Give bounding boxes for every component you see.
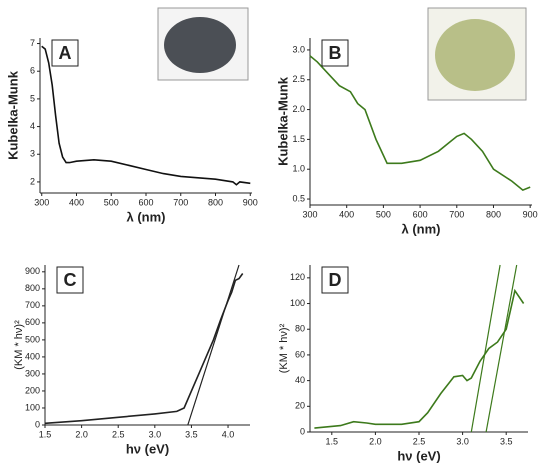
y-tick-label: 1.5 [292,134,305,144]
y-tick-label: 2 [30,176,35,186]
y-tick-label: 700 [25,300,40,310]
inset-sample [435,19,515,91]
x-tick-label: 500 [376,209,391,219]
y-tick-label: 600 [25,317,40,327]
x-tick-label: 1.5 [39,429,52,439]
x-tick-label: 2.5 [413,436,426,446]
x-tick-label: 400 [339,209,354,219]
panel-tag: A [59,43,72,63]
x-tick-label: 3.0 [456,436,469,446]
x-tick-label: 3.5 [185,429,198,439]
data-line [314,288,525,429]
panel-tag: D [329,270,342,290]
x-tick-label: 800 [208,197,223,207]
x-tick-label: 3.0 [149,429,162,439]
x-tick-label: 2.5 [112,429,125,439]
x-tick-label: 700 [449,209,464,219]
x-tick-label: 500 [104,197,119,207]
y-tick-label: 0 [300,426,305,436]
y-axis-label: (KM * hν)² [13,320,25,370]
x-tick-label: 1.5 [326,436,339,446]
y-tick-label: 2.5 [292,74,305,84]
y-axis-label: Kubelka-Munk [275,76,290,166]
y-tick-label: 800 [25,283,40,293]
x-tick-label: 4.0 [222,429,235,439]
y-tick-label: 100 [290,298,305,308]
data-line [470,264,501,433]
y-tick-label: 200 [25,385,40,395]
inset-sample [164,17,236,73]
y-tick-label: 1.0 [292,164,305,174]
x-tick-label: 400 [69,197,84,207]
y-tick-label: 120 [290,272,305,282]
x-tick-label: 700 [173,197,188,207]
panel-tag-box [51,39,79,67]
y-tick-label: 5 [30,93,35,103]
panel-tag: C [64,270,77,290]
y-tick-label: 300 [25,368,40,378]
y-tick-label: 40 [295,375,305,385]
x-axis-label: λ (nm) [402,221,441,236]
data-line [44,273,244,425]
y-tick-label: 6 [30,66,35,76]
y-tick-label: 80 [295,324,305,334]
x-tick-label: 900 [523,209,538,219]
panel-tag: B [329,43,342,63]
x-tick-label: 2.0 [369,436,382,446]
panel-tag-box [56,266,84,294]
x-tick-label: 900 [243,197,258,207]
y-tick-label: 3.0 [292,44,305,54]
y-tick-label: 60 [295,349,305,359]
y-tick-label: 2.0 [292,104,305,114]
y-tick-label: 100 [25,402,40,412]
y-tick-label: 400 [25,351,40,361]
x-tick-label: 2.0 [75,429,88,439]
x-axis-label: λ (nm) [127,209,166,224]
data-line [309,55,531,192]
y-axis-label: Kubelka-Munk [5,70,20,160]
x-axis-label: hν (eV) [126,441,169,456]
x-axis-label: hν (eV) [397,448,440,463]
y-tick-label: 500 [25,334,40,344]
y-tick-label: 0.5 [292,193,305,203]
data-line [41,45,251,186]
y-tick-label: 7 [30,38,35,48]
y-tick-label: 0 [35,419,40,429]
x-tick-label: 3.5 [500,436,513,446]
y-tick-label: 4 [30,121,35,131]
panel-tag-box [321,266,349,294]
y-axis-label: (KM * hν)² [278,323,290,373]
data-line [485,264,518,433]
x-tick-label: 600 [138,197,153,207]
panel-tag-box [321,39,349,67]
x-tick-label: 800 [486,209,501,219]
x-tick-label: 600 [413,209,428,219]
y-tick-label: 20 [295,401,305,411]
x-tick-label: 300 [302,209,317,219]
y-tick-label: 900 [25,266,40,276]
x-tick-label: 300 [34,197,49,207]
y-tick-label: 3 [30,149,35,159]
data-line [187,264,240,426]
